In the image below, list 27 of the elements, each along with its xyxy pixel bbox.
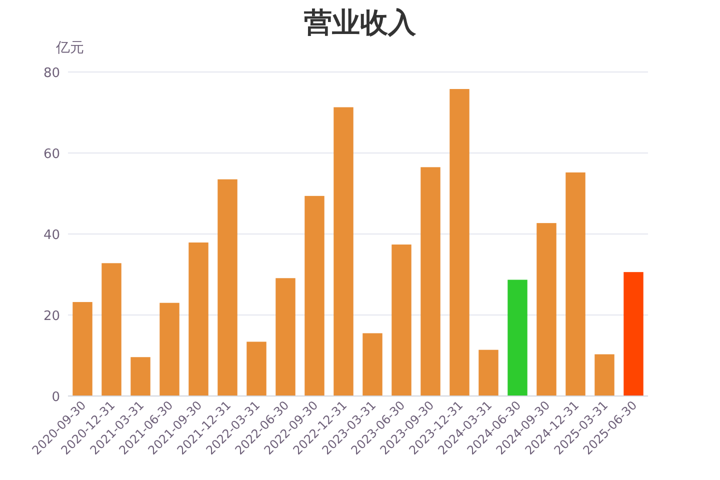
bar — [276, 278, 296, 396]
bar — [536, 223, 556, 396]
bar — [450, 89, 470, 396]
bar — [362, 333, 382, 396]
bar — [478, 350, 498, 396]
chart-title: 营业收入 — [303, 6, 417, 39]
bar — [188, 242, 208, 396]
bar — [246, 342, 266, 396]
bar — [392, 244, 412, 396]
bar — [102, 263, 122, 396]
bar — [218, 179, 238, 396]
bar — [334, 107, 354, 396]
y-tick-label: 40 — [43, 228, 60, 243]
bar — [594, 354, 614, 396]
y-tick-label: 80 — [43, 66, 60, 81]
bar — [420, 167, 440, 396]
y-tick-label: 60 — [43, 147, 60, 162]
bar — [72, 302, 92, 396]
y-tick-label: 20 — [43, 309, 60, 324]
bar — [566, 172, 586, 396]
bar — [130, 357, 150, 396]
bar — [160, 302, 180, 396]
bar — [624, 272, 644, 396]
bar — [304, 196, 324, 396]
y-axis-title: 亿元 — [55, 40, 84, 56]
y-tick-label: 0 — [52, 390, 60, 405]
bar — [508, 280, 528, 396]
